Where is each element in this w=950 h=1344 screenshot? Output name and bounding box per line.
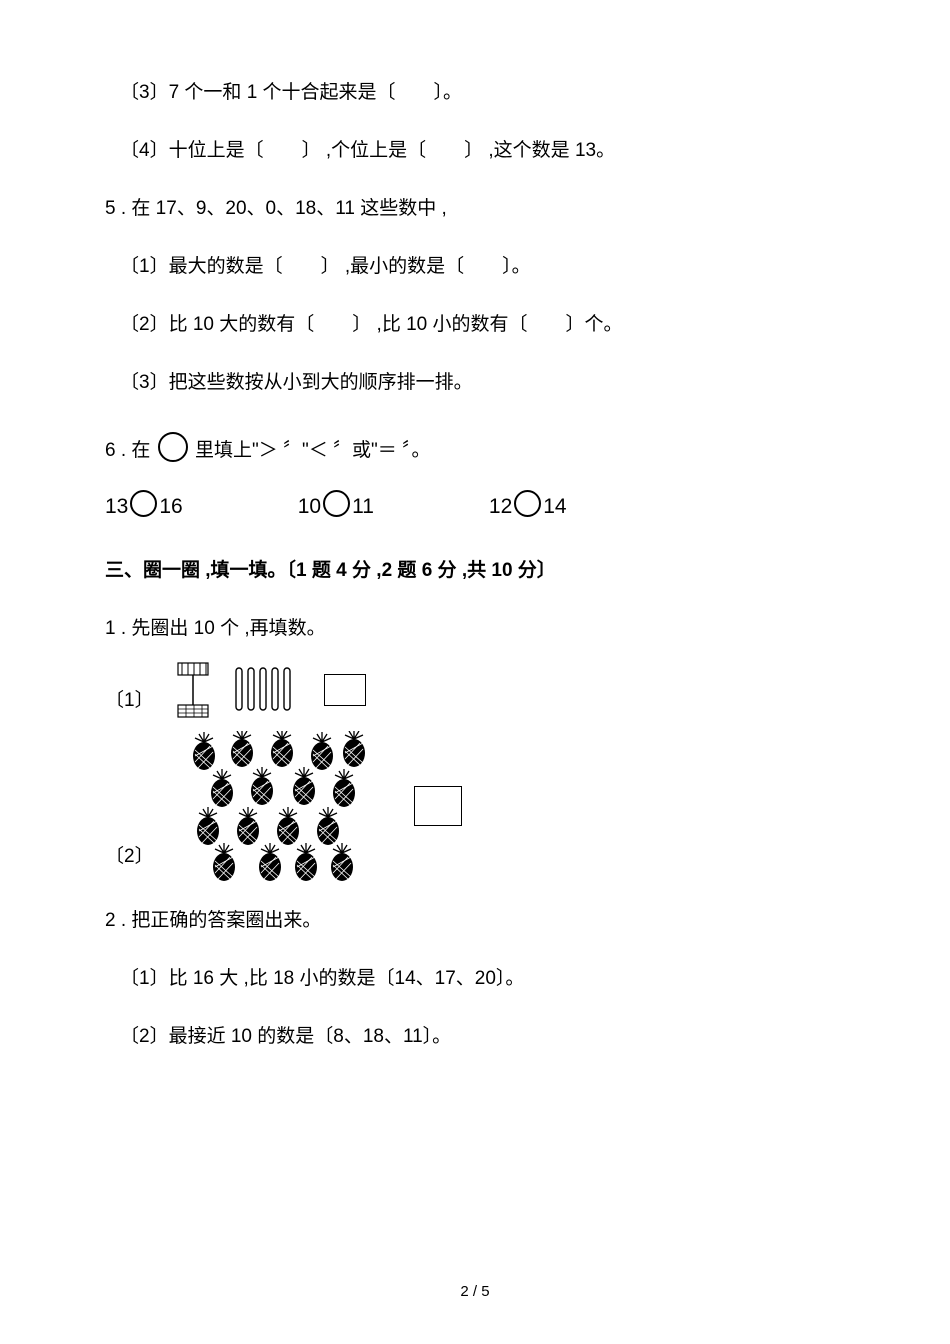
q6-stem: 6 . 在 里填上"＞ 〞"＜ 〞或"＝ 〞。 <box>105 432 845 469</box>
q6-suffix: 里填上"＞ 〞"＜ 〞或"＝ 〞。 <box>195 440 431 461</box>
abacus-icon <box>176 661 210 719</box>
sticks-icon <box>232 664 302 716</box>
blank-circle-icon <box>323 490 350 517</box>
blank-circle-icon <box>514 490 541 517</box>
answer-box <box>324 674 366 706</box>
q4-4: 〔4〕十位上是〔 〕 ,个位上是〔 〕 ,这个数是 13。 <box>105 133 845 169</box>
q4-3: 〔3〕7 个一和 1 个十合起来是〔 〕。 <box>105 75 845 111</box>
q5-1: 〔1〕最大的数是〔 〕 ,最小的数是〔 〕。 <box>105 249 845 285</box>
answer-box <box>414 786 462 826</box>
compare-b: 10 11 <box>298 487 374 527</box>
compare-row: 13 16 10 11 12 14 <box>105 487 845 527</box>
cmp-a2: 16 <box>159 495 182 518</box>
compare-a: 13 16 <box>105 487 183 527</box>
section3-title: 三、圈一圈 ,填一填。〔1 题 4 分 ,2 题 6 分 ,共 10 分〕 <box>105 553 845 589</box>
s3-q1-1-row: 〔1〕 <box>105 661 845 719</box>
q5-2: 〔2〕比 10 大的数有〔 〕 ,比 10 小的数有〔 〕个。 <box>105 307 845 343</box>
cmp-c2: 14 <box>543 495 566 518</box>
blank-circle-icon <box>130 490 157 517</box>
page-number: 2 / 5 <box>0 1278 950 1307</box>
label-1: 〔1〕 <box>105 683 154 719</box>
cmp-b1: 10 <box>298 495 321 518</box>
q6-prefix: 6 . 在 <box>105 440 150 461</box>
s3-q1: 1 . 先圈出 10 个 ,再填数。 <box>105 611 845 647</box>
pineapples-icon <box>174 731 394 881</box>
s3-q2-1: 〔1〕比 16 大 ,比 18 小的数是〔14、17、20〕。 <box>105 961 845 997</box>
q5-stem: 5 . 在 17、9、20、0、18、11 这些数中 , <box>105 191 845 227</box>
s3-q1-2-row: 〔2〕 <box>105 731 845 881</box>
s3-q2: 2 . 把正确的答案圈出来。 <box>105 903 845 939</box>
q5-3: 〔3〕把这些数按从小到大的顺序排一排。 <box>105 365 845 401</box>
label-2: 〔2〕 <box>105 839 154 881</box>
cmp-c1: 12 <box>489 495 512 518</box>
cmp-a1: 13 <box>105 495 128 518</box>
cmp-b2: 11 <box>352 495 374 518</box>
blank-circle-icon <box>158 432 188 462</box>
compare-c: 12 14 <box>489 487 567 527</box>
s3-q2-2: 〔2〕最接近 10 的数是〔8、18、11〕。 <box>105 1019 845 1055</box>
